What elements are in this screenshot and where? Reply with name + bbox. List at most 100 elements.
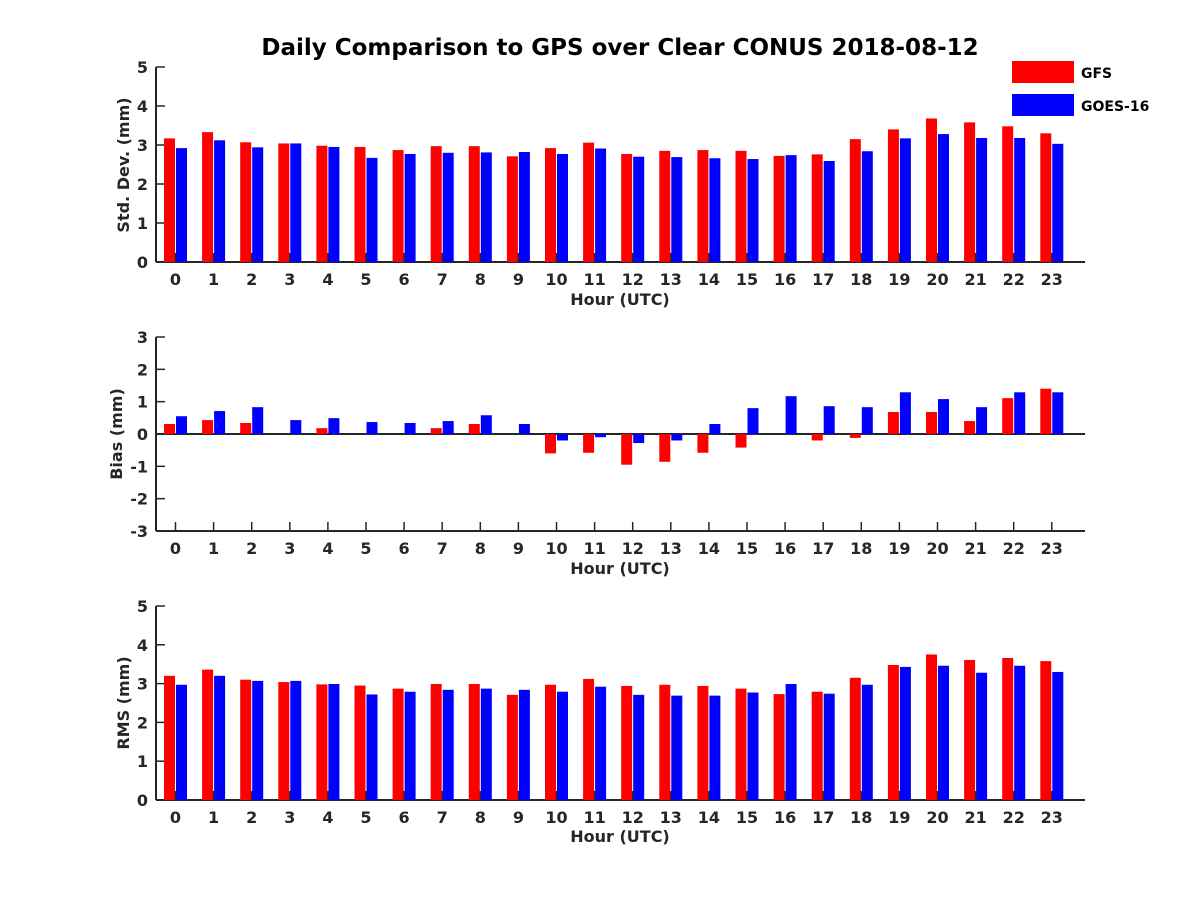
bar-gfs-hour-16 <box>773 694 785 800</box>
x-tick-label: 19 <box>888 808 910 827</box>
y-tick-label: 3 <box>137 328 148 347</box>
bar-goes16-hour-7 <box>442 689 454 800</box>
y-tick-label: 4 <box>137 97 148 116</box>
bar-gfs-hour-4 <box>316 684 328 800</box>
bar-goes16-hour-23 <box>1052 671 1064 800</box>
x-tick-label: 2 <box>246 808 257 827</box>
bar-goes16-hour-11 <box>595 148 607 262</box>
x-tick-label: 23 <box>1041 808 1063 827</box>
x-tick-label: 22 <box>1003 808 1025 827</box>
bar-gfs-hour-21 <box>964 659 976 800</box>
bar-goes16-hour-16 <box>785 396 797 434</box>
y-tick-label: 5 <box>137 597 148 616</box>
x-tick-label: 1 <box>208 808 219 827</box>
bar-goes16-hour-4 <box>328 418 340 434</box>
y-tick-label: -3 <box>130 522 148 541</box>
bar-gfs-hour-17 <box>811 691 823 800</box>
x-tick-label: 17 <box>812 270 834 289</box>
bar-gfs-hour-20 <box>926 412 937 434</box>
y-tick-label: 5 <box>137 58 148 77</box>
y-tick-label: 0 <box>137 425 148 444</box>
y-tick-label: -2 <box>130 490 148 509</box>
bar-goes16-hour-22 <box>1014 137 1026 262</box>
bar-gfs-hour-23 <box>1040 661 1052 800</box>
bar-goes16-hour-3 <box>290 143 302 262</box>
x-tick-label: 17 <box>812 539 834 558</box>
x-tick-label: 23 <box>1041 539 1063 558</box>
bar-gfs-hour-12 <box>621 153 633 262</box>
x-tick-label: 0 <box>170 539 181 558</box>
x-tick-label: 8 <box>475 539 486 558</box>
bar-goes16-hour-4 <box>328 146 340 262</box>
x-tick-label: 23 <box>1041 270 1063 289</box>
bar-goes16-hour-4 <box>328 683 340 800</box>
x-tick-label: 2 <box>246 539 257 558</box>
x-tick-label: 21 <box>964 270 986 289</box>
x-tick-label: 14 <box>698 539 720 558</box>
legend-swatch-gfs <box>1012 61 1074 83</box>
y-tick-label: 3 <box>137 675 148 694</box>
bar-gfs-hour-17 <box>811 154 823 262</box>
x-tick-label: 21 <box>964 539 986 558</box>
bar-goes16-hour-19 <box>899 138 911 262</box>
bar-goes16-hour-17 <box>823 160 835 262</box>
y-tick-label: 4 <box>137 636 148 655</box>
x-tick-label: 13 <box>660 270 682 289</box>
bar-goes16-hour-10 <box>557 691 568 800</box>
bar-gfs-hour-14 <box>697 150 709 262</box>
x-tick-label: 4 <box>322 270 333 289</box>
bar-gfs-hour-7 <box>430 146 442 262</box>
legend-label-goes16: GOES-16 <box>1081 99 1149 115</box>
x-tick-label: 9 <box>513 808 524 827</box>
bar-goes16-hour-0 <box>176 148 187 262</box>
x-tick-label: 13 <box>660 808 682 827</box>
bar-gfs-hour-8 <box>468 423 480 434</box>
bar-gfs-hour-15 <box>735 150 747 262</box>
bar-gfs-hour-18 <box>849 434 861 438</box>
x-tick-label: 2 <box>246 270 257 289</box>
x-tick-label: 0 <box>170 270 181 289</box>
x-tick-label: 19 <box>888 270 910 289</box>
bar-gfs-hour-9 <box>506 694 518 800</box>
bar-goes16-hour-10 <box>557 434 568 441</box>
x-tick-label: 6 <box>399 270 410 289</box>
x-tick-label: 10 <box>545 808 567 827</box>
bar-gfs-hour-13 <box>659 434 671 462</box>
legend-label-gfs: GFS <box>1081 66 1112 82</box>
bar-goes16-hour-18 <box>861 407 873 434</box>
y-tick-label: 1 <box>137 214 148 233</box>
bar-gfs-hour-6 <box>392 688 404 800</box>
x-tick-label: 9 <box>513 539 524 558</box>
y-tick-label: 1 <box>137 393 148 412</box>
y-tick-label: -1 <box>130 457 148 476</box>
bar-goes16-hour-22 <box>1014 392 1026 434</box>
x-tick-label: 4 <box>322 539 333 558</box>
x-tick-label: 8 <box>475 270 486 289</box>
bar-gfs-hour-20 <box>926 118 937 262</box>
bar-gfs-hour-19 <box>887 129 899 262</box>
bar-gfs-hour-12 <box>621 434 633 465</box>
bar-goes16-hour-13 <box>671 434 683 441</box>
bar-goes16-hour-5 <box>366 157 378 262</box>
x-tick-label: 7 <box>437 808 448 827</box>
bar-goes16-hour-21 <box>976 672 988 800</box>
bar-gfs-hour-16 <box>773 155 785 262</box>
x-tick-label: 3 <box>284 539 295 558</box>
bar-goes16-hour-13 <box>671 157 683 262</box>
y-tick-label: 0 <box>137 791 148 810</box>
bar-goes16-hour-7 <box>442 421 454 434</box>
bar-goes16-hour-0 <box>176 416 187 434</box>
panel-std-dev-xlabel: Hour (UTC) <box>570 290 670 309</box>
bar-gfs-hour-19 <box>887 412 899 434</box>
bar-gfs-hour-13 <box>659 150 671 262</box>
legend-swatch-goes16 <box>1012 94 1074 116</box>
bar-goes16-hour-15 <box>747 159 759 262</box>
x-tick-label: 20 <box>926 270 948 289</box>
x-tick-label: 12 <box>622 808 644 827</box>
bar-goes16-hour-10 <box>557 153 568 262</box>
bar-gfs-hour-15 <box>735 434 747 448</box>
bar-goes16-hour-17 <box>823 406 835 434</box>
